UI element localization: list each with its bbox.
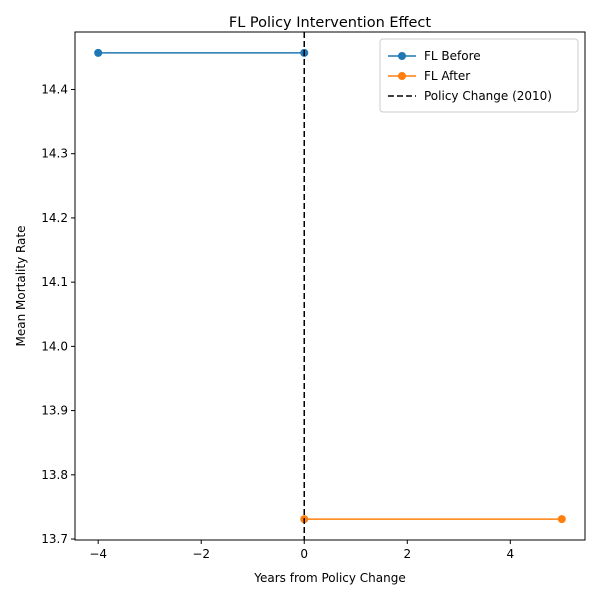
x-tick-label: 0 xyxy=(300,547,308,561)
x-tick-label: 2 xyxy=(403,547,411,561)
y-axis-label: Mean Mortality Rate xyxy=(14,225,28,346)
y-tick-label: 13.9 xyxy=(41,404,68,418)
y-tick-label: 14.0 xyxy=(41,339,68,353)
legend-box xyxy=(379,38,579,113)
legend-label: FL Before xyxy=(424,49,481,63)
x-tick-label: −2 xyxy=(192,547,210,561)
legend: FL Before FL After Policy Change (2010) xyxy=(379,38,579,113)
legend-marker xyxy=(398,52,406,60)
plot-area xyxy=(94,32,566,540)
plot-frame xyxy=(74,31,586,541)
legend-label: FL After xyxy=(424,69,470,83)
x-tick-label: 4 xyxy=(506,547,514,561)
y-tick-label: 14.1 xyxy=(41,275,68,289)
y-tick-label: 13.8 xyxy=(41,468,68,482)
data-point xyxy=(557,515,566,524)
y-tick-label: 13.7 xyxy=(41,532,68,546)
axis-ticks: −4 −2 0 2 4 13.7 13.8 13.9 14.0 14.1 14.2 14.3 14.4 xyxy=(41,82,514,561)
data-point xyxy=(94,48,103,57)
legend-label: Policy Change (2010) xyxy=(424,89,552,103)
chart-title: FL Policy Intervention Effect xyxy=(229,15,432,31)
x-axis-label: Years from Policy Change xyxy=(253,571,406,585)
legend-marker xyxy=(398,72,406,80)
x-tick-label: −4 xyxy=(89,547,107,561)
y-tick-label: 14.4 xyxy=(41,82,68,96)
y-tick-label: 14.2 xyxy=(41,211,68,225)
y-tick-label: 14.3 xyxy=(41,147,68,161)
